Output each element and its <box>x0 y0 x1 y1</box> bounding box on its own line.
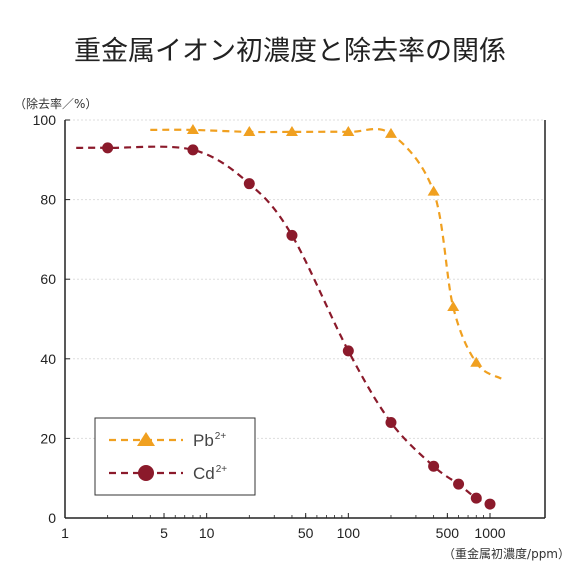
pb-legend-marker <box>137 432 155 446</box>
y-tick-label: 40 <box>40 351 56 367</box>
x-tick-label: 100 <box>337 525 361 541</box>
y-tick-label: 20 <box>40 430 56 446</box>
y-tick-label: 0 <box>48 510 56 526</box>
y-tick-label: 60 <box>40 271 56 287</box>
x-tick-label: 500 <box>436 525 460 541</box>
cd-legend-superscript: 2+ <box>216 464 228 475</box>
legend: Pb 2+Cd 2+ <box>94 417 256 496</box>
cd-data-point <box>243 178 255 190</box>
cd-data-point <box>187 144 199 156</box>
cd-data-point <box>453 478 465 490</box>
x-axis-label: （重金属初濃度/ppm） <box>443 546 570 561</box>
cd-data-point <box>342 345 354 357</box>
pb-legend-label: Pb <box>193 431 214 450</box>
x-tick-label: 1000 <box>474 525 505 541</box>
data-series <box>76 123 502 510</box>
cd-data-point <box>428 460 440 472</box>
axes <box>64 120 546 519</box>
cd-data-point <box>102 142 114 154</box>
pb-data-point <box>186 123 199 134</box>
cd-data-point <box>470 492 482 504</box>
y-axis-label: （除去率／%） <box>14 96 97 111</box>
cd-data-point <box>385 416 397 428</box>
y-tick-label: 80 <box>40 192 56 208</box>
cd-legend-label: Cd <box>193 464 215 483</box>
pb-data-point <box>384 127 397 138</box>
pb-series-line <box>150 127 502 380</box>
cd-legend-marker <box>138 465 154 481</box>
pb-data-point <box>427 185 440 196</box>
cd-data-point <box>484 498 496 510</box>
pb-data-point <box>342 125 355 136</box>
tick-labels: 0 20 40 60 80 100 1 5 10 50 100 500 1000 <box>33 112 506 541</box>
chart-title: 重金属イオン初濃度と除去率の関係 <box>74 36 506 67</box>
x-tick-label: 5 <box>160 525 168 541</box>
pb-data-point <box>447 301 460 312</box>
cd-data-point <box>286 229 298 241</box>
legend-box <box>94 417 256 496</box>
y-tick-label: 100 <box>33 112 57 128</box>
x-tick-label: 1 <box>61 525 69 541</box>
pb-data-point <box>285 125 298 136</box>
x-tick-label: 50 <box>298 525 314 541</box>
pb-data-point <box>470 356 483 367</box>
grid-lines <box>65 119 545 439</box>
x-tick-label: 10 <box>199 525 215 541</box>
pb-data-point <box>243 125 256 136</box>
pb-legend-superscript: 2+ <box>215 431 227 442</box>
